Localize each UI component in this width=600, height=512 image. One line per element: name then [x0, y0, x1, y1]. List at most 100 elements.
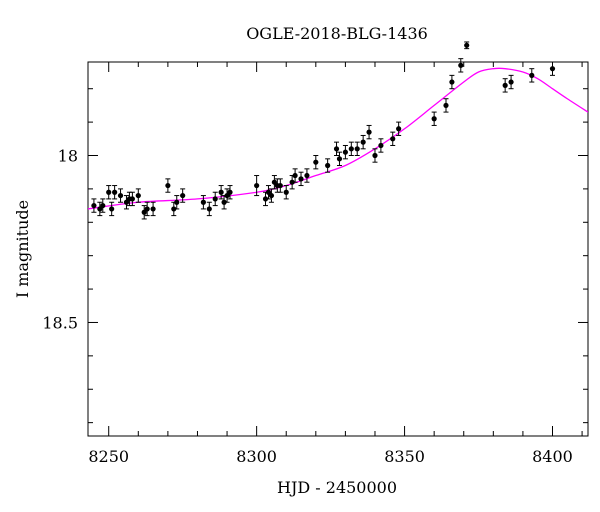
data-point	[372, 148, 378, 163]
data-point	[174, 195, 180, 210]
model-curve-layer	[88, 67, 588, 210]
data-point	[390, 131, 396, 146]
data-marker	[112, 189, 118, 195]
data-point	[150, 201, 156, 217]
data-point	[265, 185, 272, 200]
data-marker	[180, 192, 186, 199]
data-marker	[458, 62, 464, 68]
data-point	[112, 185, 118, 200]
data-point	[431, 111, 437, 126]
data-marker	[396, 126, 402, 132]
data-marker	[443, 102, 449, 109]
data-point	[218, 185, 224, 200]
data-marker	[109, 206, 115, 212]
data-marker	[144, 206, 150, 212]
data-marker	[336, 156, 343, 162]
data-marker	[313, 159, 319, 165]
y-tick-label: 18.5	[42, 313, 78, 332]
data-marker	[292, 172, 298, 179]
data-point	[342, 144, 348, 160]
data-marker	[221, 199, 227, 205]
data-point	[91, 198, 97, 213]
data-marker	[283, 189, 289, 195]
data-marker	[502, 82, 508, 88]
data-point	[443, 98, 449, 113]
x-tick-label: 8350	[384, 447, 425, 466]
data-point	[313, 155, 319, 170]
data-point	[180, 188, 186, 203]
data-point	[378, 138, 384, 153]
data-point	[502, 78, 508, 93]
data-marker	[174, 199, 180, 205]
data-marker	[106, 189, 112, 195]
data-marker	[254, 182, 260, 189]
x-tick-label: 8250	[88, 447, 129, 466]
data-point	[366, 124, 372, 140]
data-point	[549, 61, 556, 76]
data-marker	[333, 146, 340, 152]
x-tick-label: 8300	[236, 447, 277, 466]
data-point	[348, 141, 354, 156]
data-point	[354, 141, 360, 156]
data-marker	[97, 206, 103, 212]
data-marker	[117, 192, 124, 199]
data-marker	[325, 162, 331, 169]
data-point	[336, 151, 343, 167]
data-marker	[304, 172, 310, 179]
data-point	[360, 134, 366, 150]
data-point	[292, 168, 298, 183]
data-points-layer	[91, 41, 556, 220]
data-marker	[431, 116, 437, 122]
data-point	[254, 175, 260, 197]
data-marker	[150, 206, 156, 212]
data-marker	[298, 176, 304, 182]
data-point	[396, 121, 402, 136]
data-point	[117, 188, 124, 203]
data-marker	[549, 66, 556, 72]
data-point	[97, 201, 103, 217]
data-marker	[449, 79, 455, 85]
data-point	[304, 168, 310, 183]
data-point	[109, 201, 115, 217]
data-marker	[378, 142, 384, 149]
data-marker	[265, 189, 272, 195]
data-point	[129, 191, 135, 207]
data-point	[508, 74, 514, 90]
data-marker	[224, 192, 230, 199]
x-axis-label: HJD - 2450000	[277, 478, 397, 497]
model-curve	[88, 67, 588, 210]
data-point	[449, 74, 455, 90]
data-marker	[508, 79, 514, 85]
data-marker	[91, 202, 97, 209]
data-marker	[129, 196, 135, 202]
data-point	[458, 58, 464, 73]
data-point	[333, 141, 340, 156]
data-point	[529, 68, 535, 83]
data-marker	[212, 196, 218, 202]
data-marker	[464, 42, 470, 48]
data-point	[144, 201, 150, 217]
data-marker	[366, 129, 372, 135]
data-marker	[268, 192, 275, 199]
plot-area	[87, 61, 589, 437]
data-marker	[141, 209, 147, 215]
data-marker	[372, 152, 378, 159]
data-marker	[289, 179, 295, 185]
data-marker	[165, 182, 171, 189]
data-marker	[354, 146, 360, 152]
data-point	[283, 185, 289, 200]
data-point	[200, 195, 206, 210]
data-point	[271, 175, 277, 190]
data-marker	[135, 192, 141, 199]
plot-frame	[87, 61, 589, 437]
data-marker	[100, 202, 106, 209]
data-marker	[277, 182, 283, 189]
data-point	[227, 185, 233, 200]
data-point	[464, 41, 470, 50]
data-marker	[360, 139, 366, 145]
y-axis-label: I magnitude	[13, 200, 32, 298]
data-point	[135, 188, 141, 203]
data-point	[224, 188, 230, 203]
data-marker	[348, 146, 354, 152]
data-marker	[342, 149, 348, 155]
